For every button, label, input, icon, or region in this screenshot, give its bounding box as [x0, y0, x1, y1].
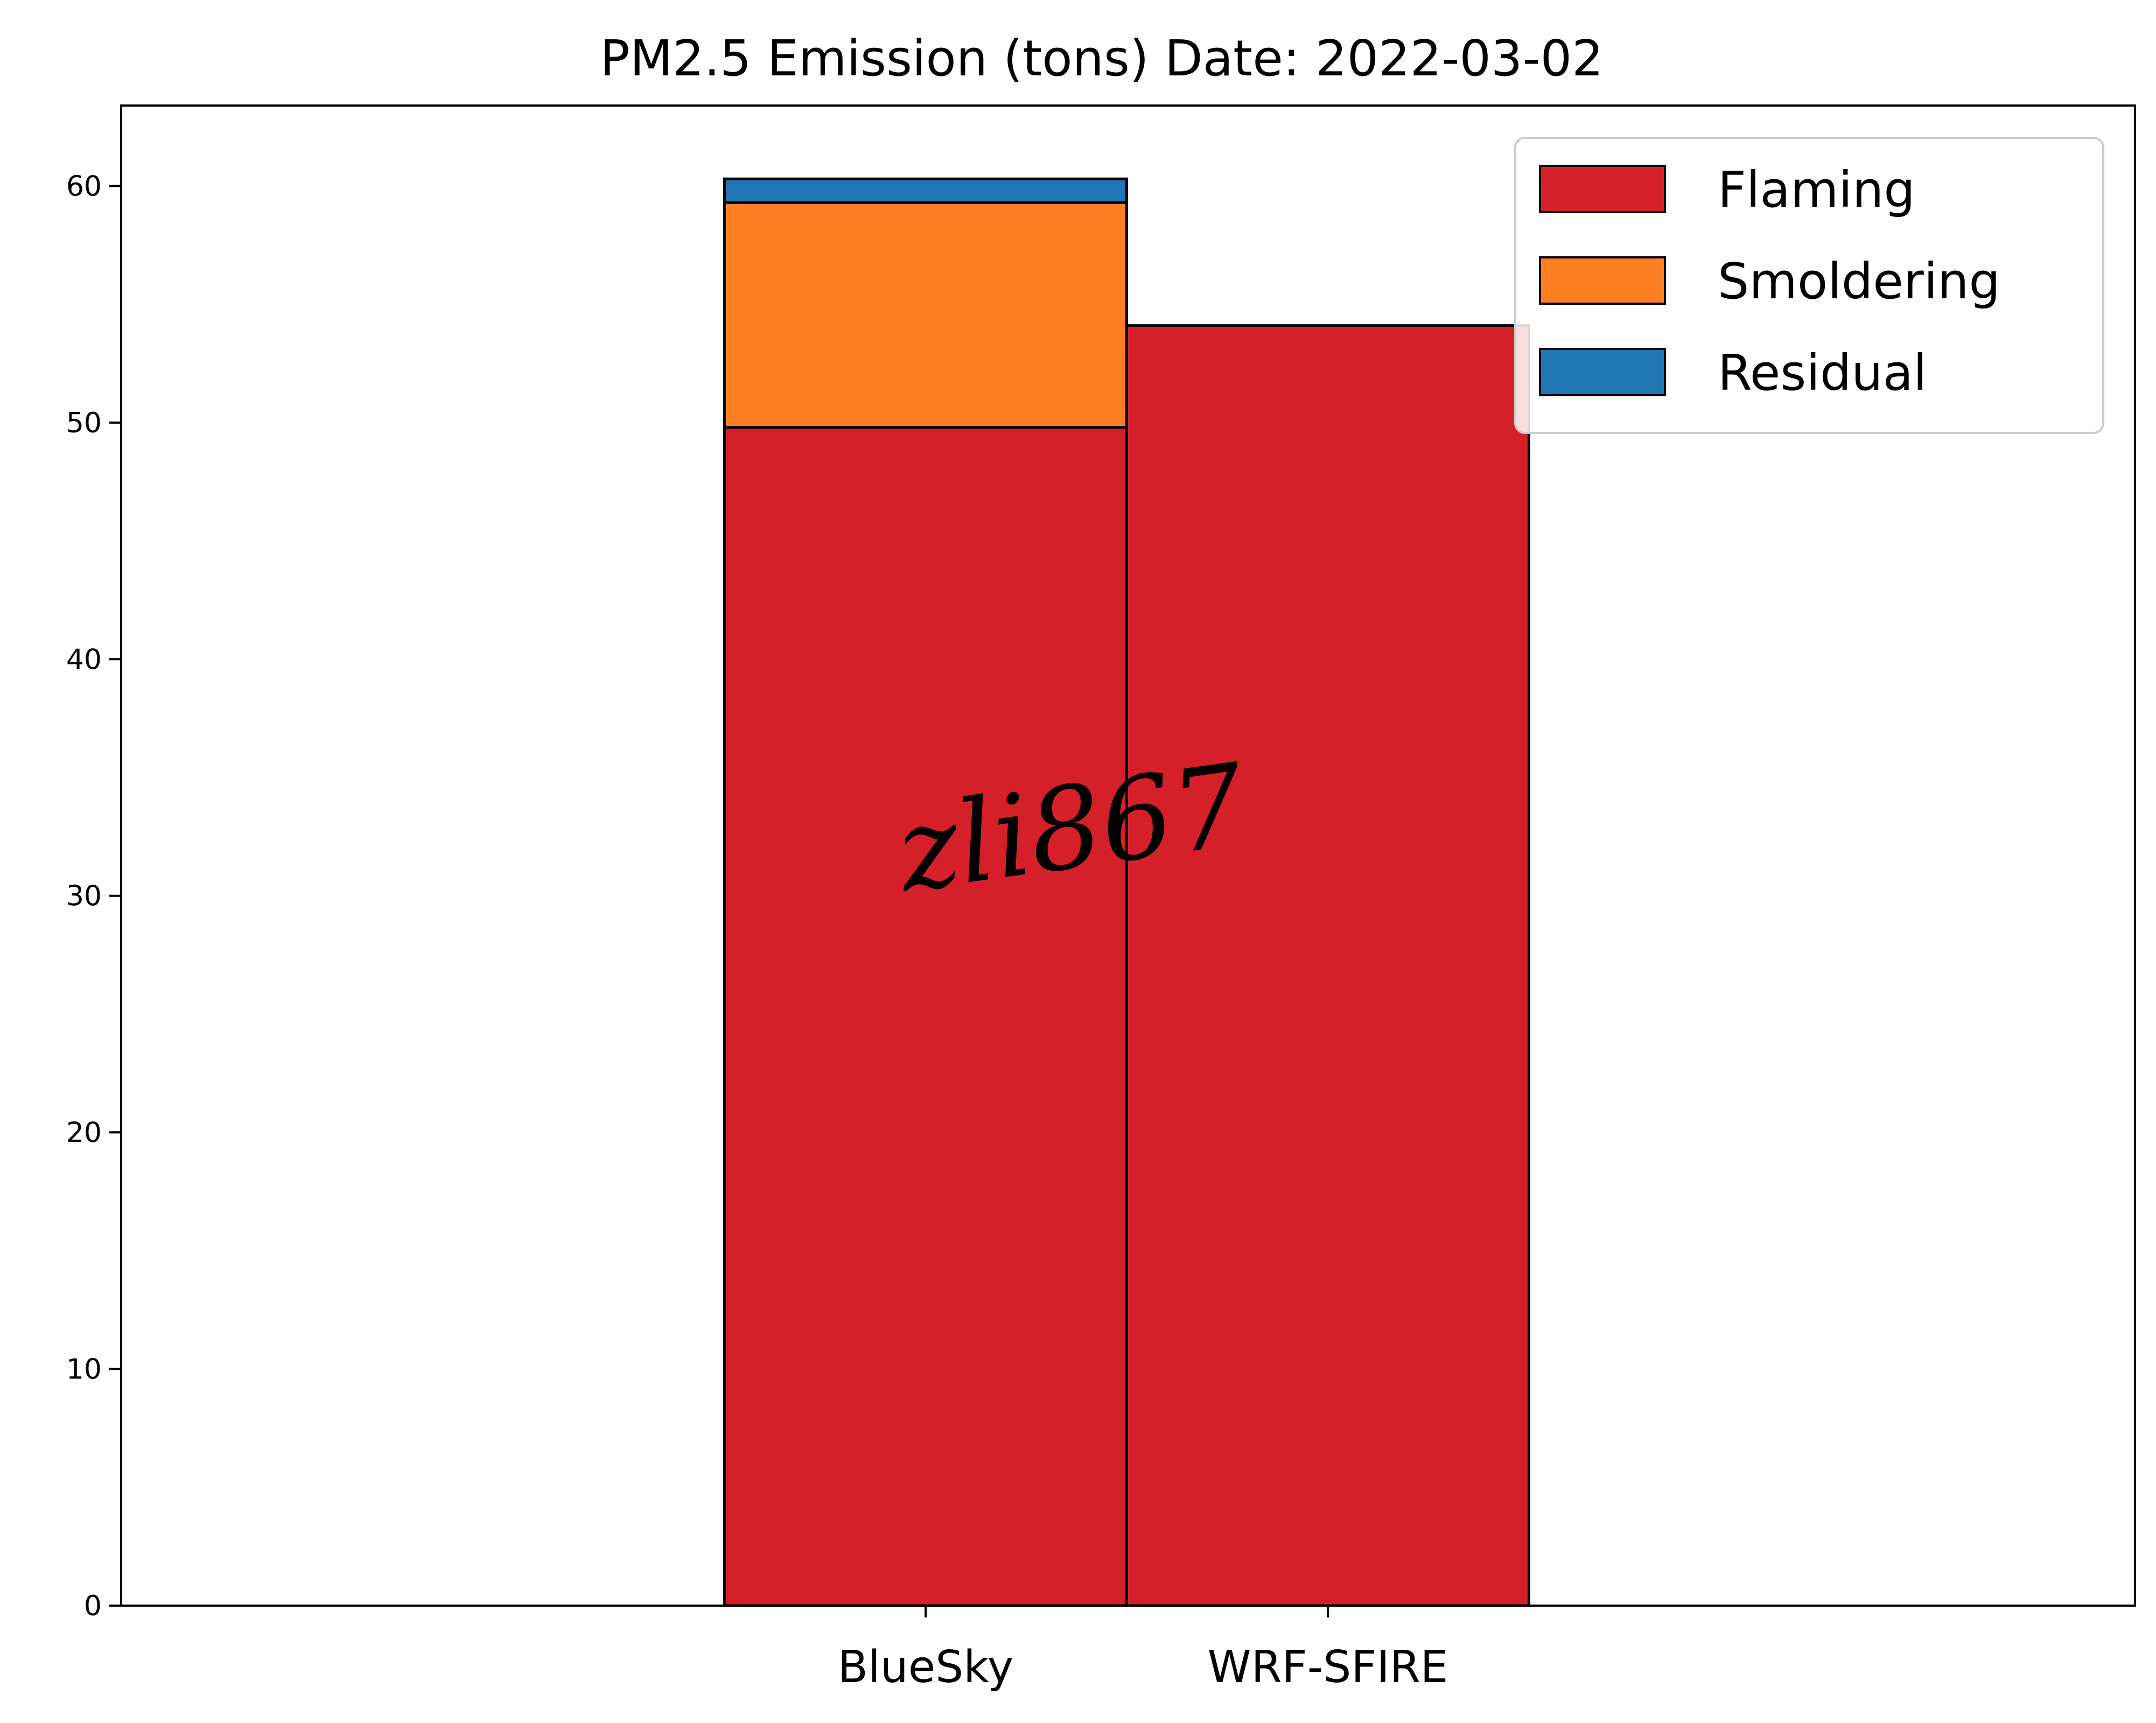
y-tick-label: 40: [66, 643, 102, 676]
bar-bluesky-flaming: [723, 426, 1128, 1607]
y-tick-label: 50: [66, 407, 102, 439]
legend-label-smoldering: Smoldering: [1718, 253, 2000, 310]
x-tick-label: BlueSky: [838, 1642, 1014, 1693]
x-axis: BlueSky WRF-SFIRE: [838, 1606, 1448, 1693]
bar-bluesky-residual: [723, 177, 1128, 204]
y-tick-label: 30: [66, 880, 102, 913]
y-tick-label: 10: [66, 1354, 102, 1386]
y-axis: 0 10 20 30 40 50 60: [66, 170, 121, 1622]
legend-label-residual: Residual: [1718, 344, 1927, 402]
plot-frame: [120, 104, 2136, 1607]
bar-wrf-sfire-flaming: [1125, 324, 1530, 1607]
legend: Flaming Smoldering Residual: [1514, 137, 2104, 434]
y-tick-label: 20: [66, 1117, 102, 1149]
chart-title: PM2.5 Emission (tons) Date: 2022-03-02: [600, 30, 1603, 87]
legend-swatch-flaming: [1539, 165, 1666, 213]
bars: [723, 177, 1530, 1607]
bar-bluesky-smoldering: [723, 201, 1128, 429]
legend-label-flaming: Flaming: [1718, 161, 1915, 219]
y-tick-label: 0: [84, 1590, 102, 1622]
y-tick-label: 60: [66, 170, 102, 202]
x-tick-label: WRF-SFIRE: [1208, 1642, 1448, 1693]
legend-swatch-smoldering: [1539, 256, 1666, 305]
legend-swatch-residual: [1539, 348, 1666, 396]
